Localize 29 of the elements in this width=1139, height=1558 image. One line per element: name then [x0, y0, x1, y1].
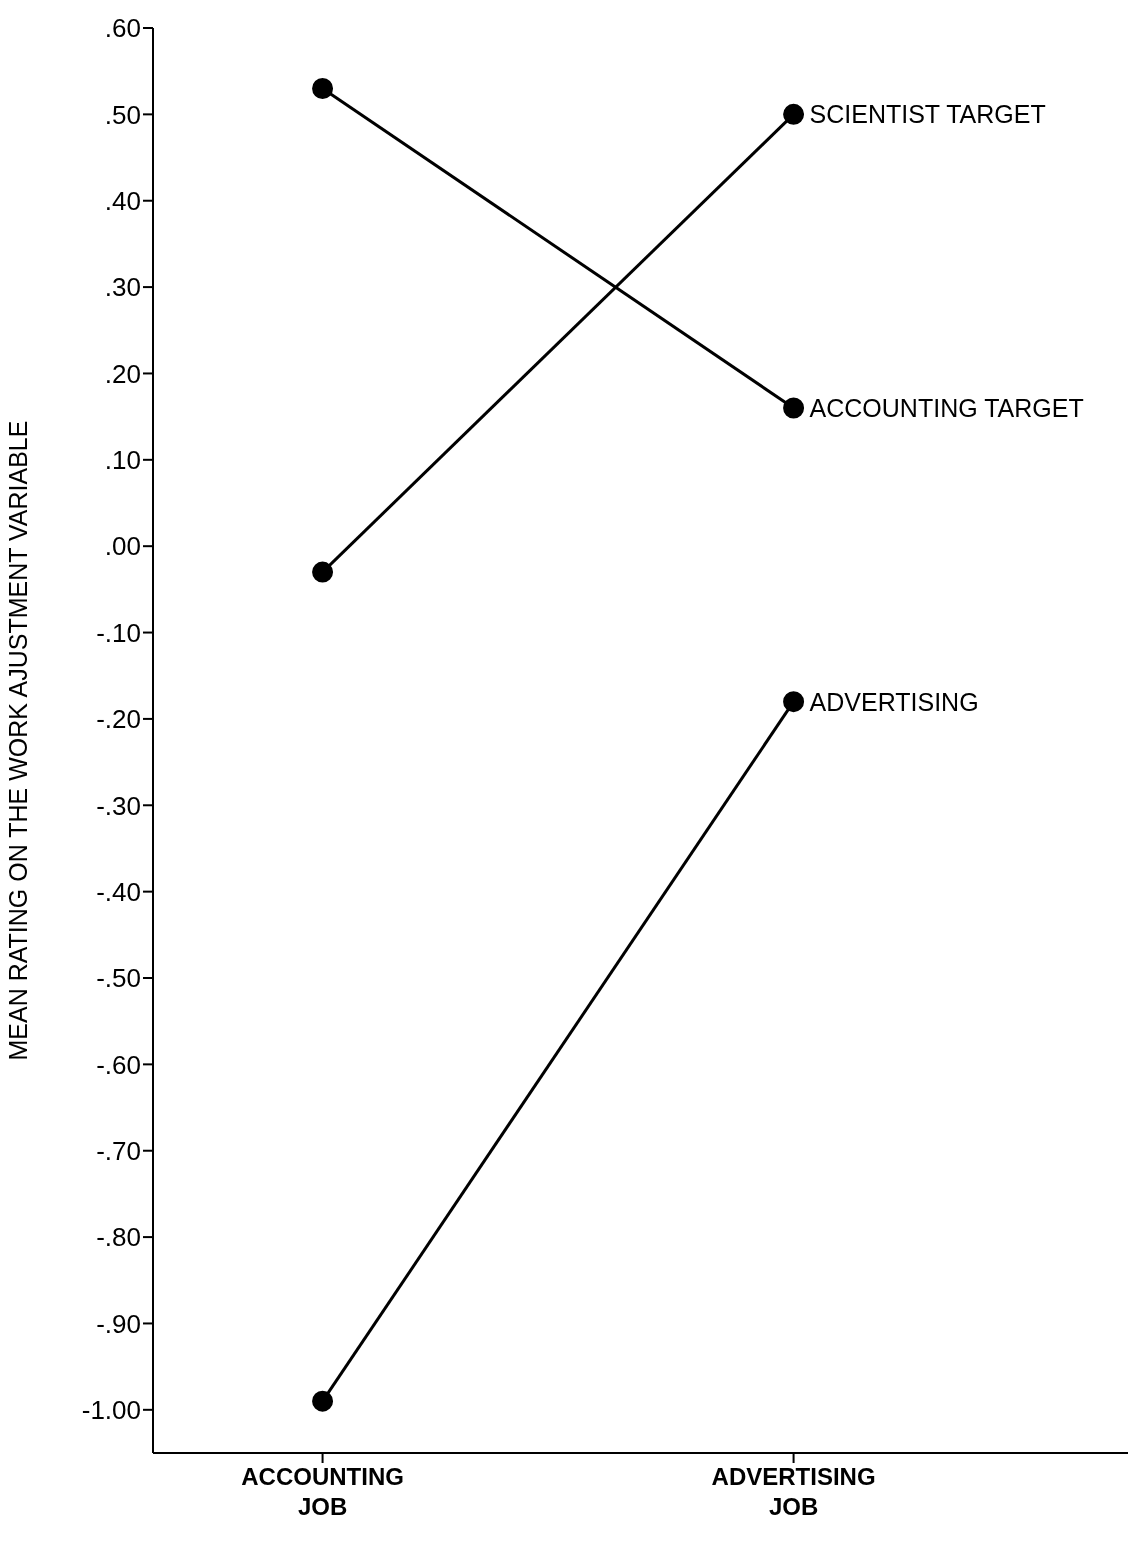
y-tick-label: .30: [104, 272, 141, 303]
x-tick-label: ACCOUNTING JOB: [241, 1463, 404, 1520]
y-tick-label: -.30: [96, 790, 141, 821]
y-tick-label: -.10: [96, 617, 141, 648]
y-tick-label: -.20: [96, 704, 141, 735]
y-tick-label: -.90: [96, 1308, 141, 1339]
y-tick-label: .40: [104, 185, 141, 216]
y-tick-label: .10: [104, 445, 141, 476]
point: [783, 397, 805, 419]
point: [312, 77, 334, 99]
y-tick-label: -.40: [96, 876, 141, 907]
y-tick-label: -.80: [96, 1222, 141, 1253]
y-tick-label: -.70: [96, 1135, 141, 1166]
y-tick-label: .20: [104, 358, 141, 389]
y-tick-label: .60: [104, 13, 141, 44]
point: [312, 561, 334, 583]
y-tick-label: .00: [104, 531, 141, 562]
y-tick-label: -.60: [96, 1049, 141, 1080]
point: [783, 103, 805, 125]
x-tick-label: ADVERTISING JOB: [711, 1463, 876, 1520]
point: [783, 691, 805, 713]
series-label: ACCOUNTING TARGET: [809, 394, 1084, 422]
y-tick-label: .50: [104, 99, 141, 130]
point: [312, 1390, 334, 1412]
y-tick-label: -.50: [96, 963, 141, 994]
y-axis-title: MEAN RATING ON THE WORK AJUSTMENT VARIABLE: [3, 420, 32, 1061]
series-label: SCIENTIST TARGET: [809, 100, 1046, 129]
y-tick-label: -1.00: [81, 1395, 141, 1426]
series-label: ADVERTISING: [809, 687, 979, 716]
